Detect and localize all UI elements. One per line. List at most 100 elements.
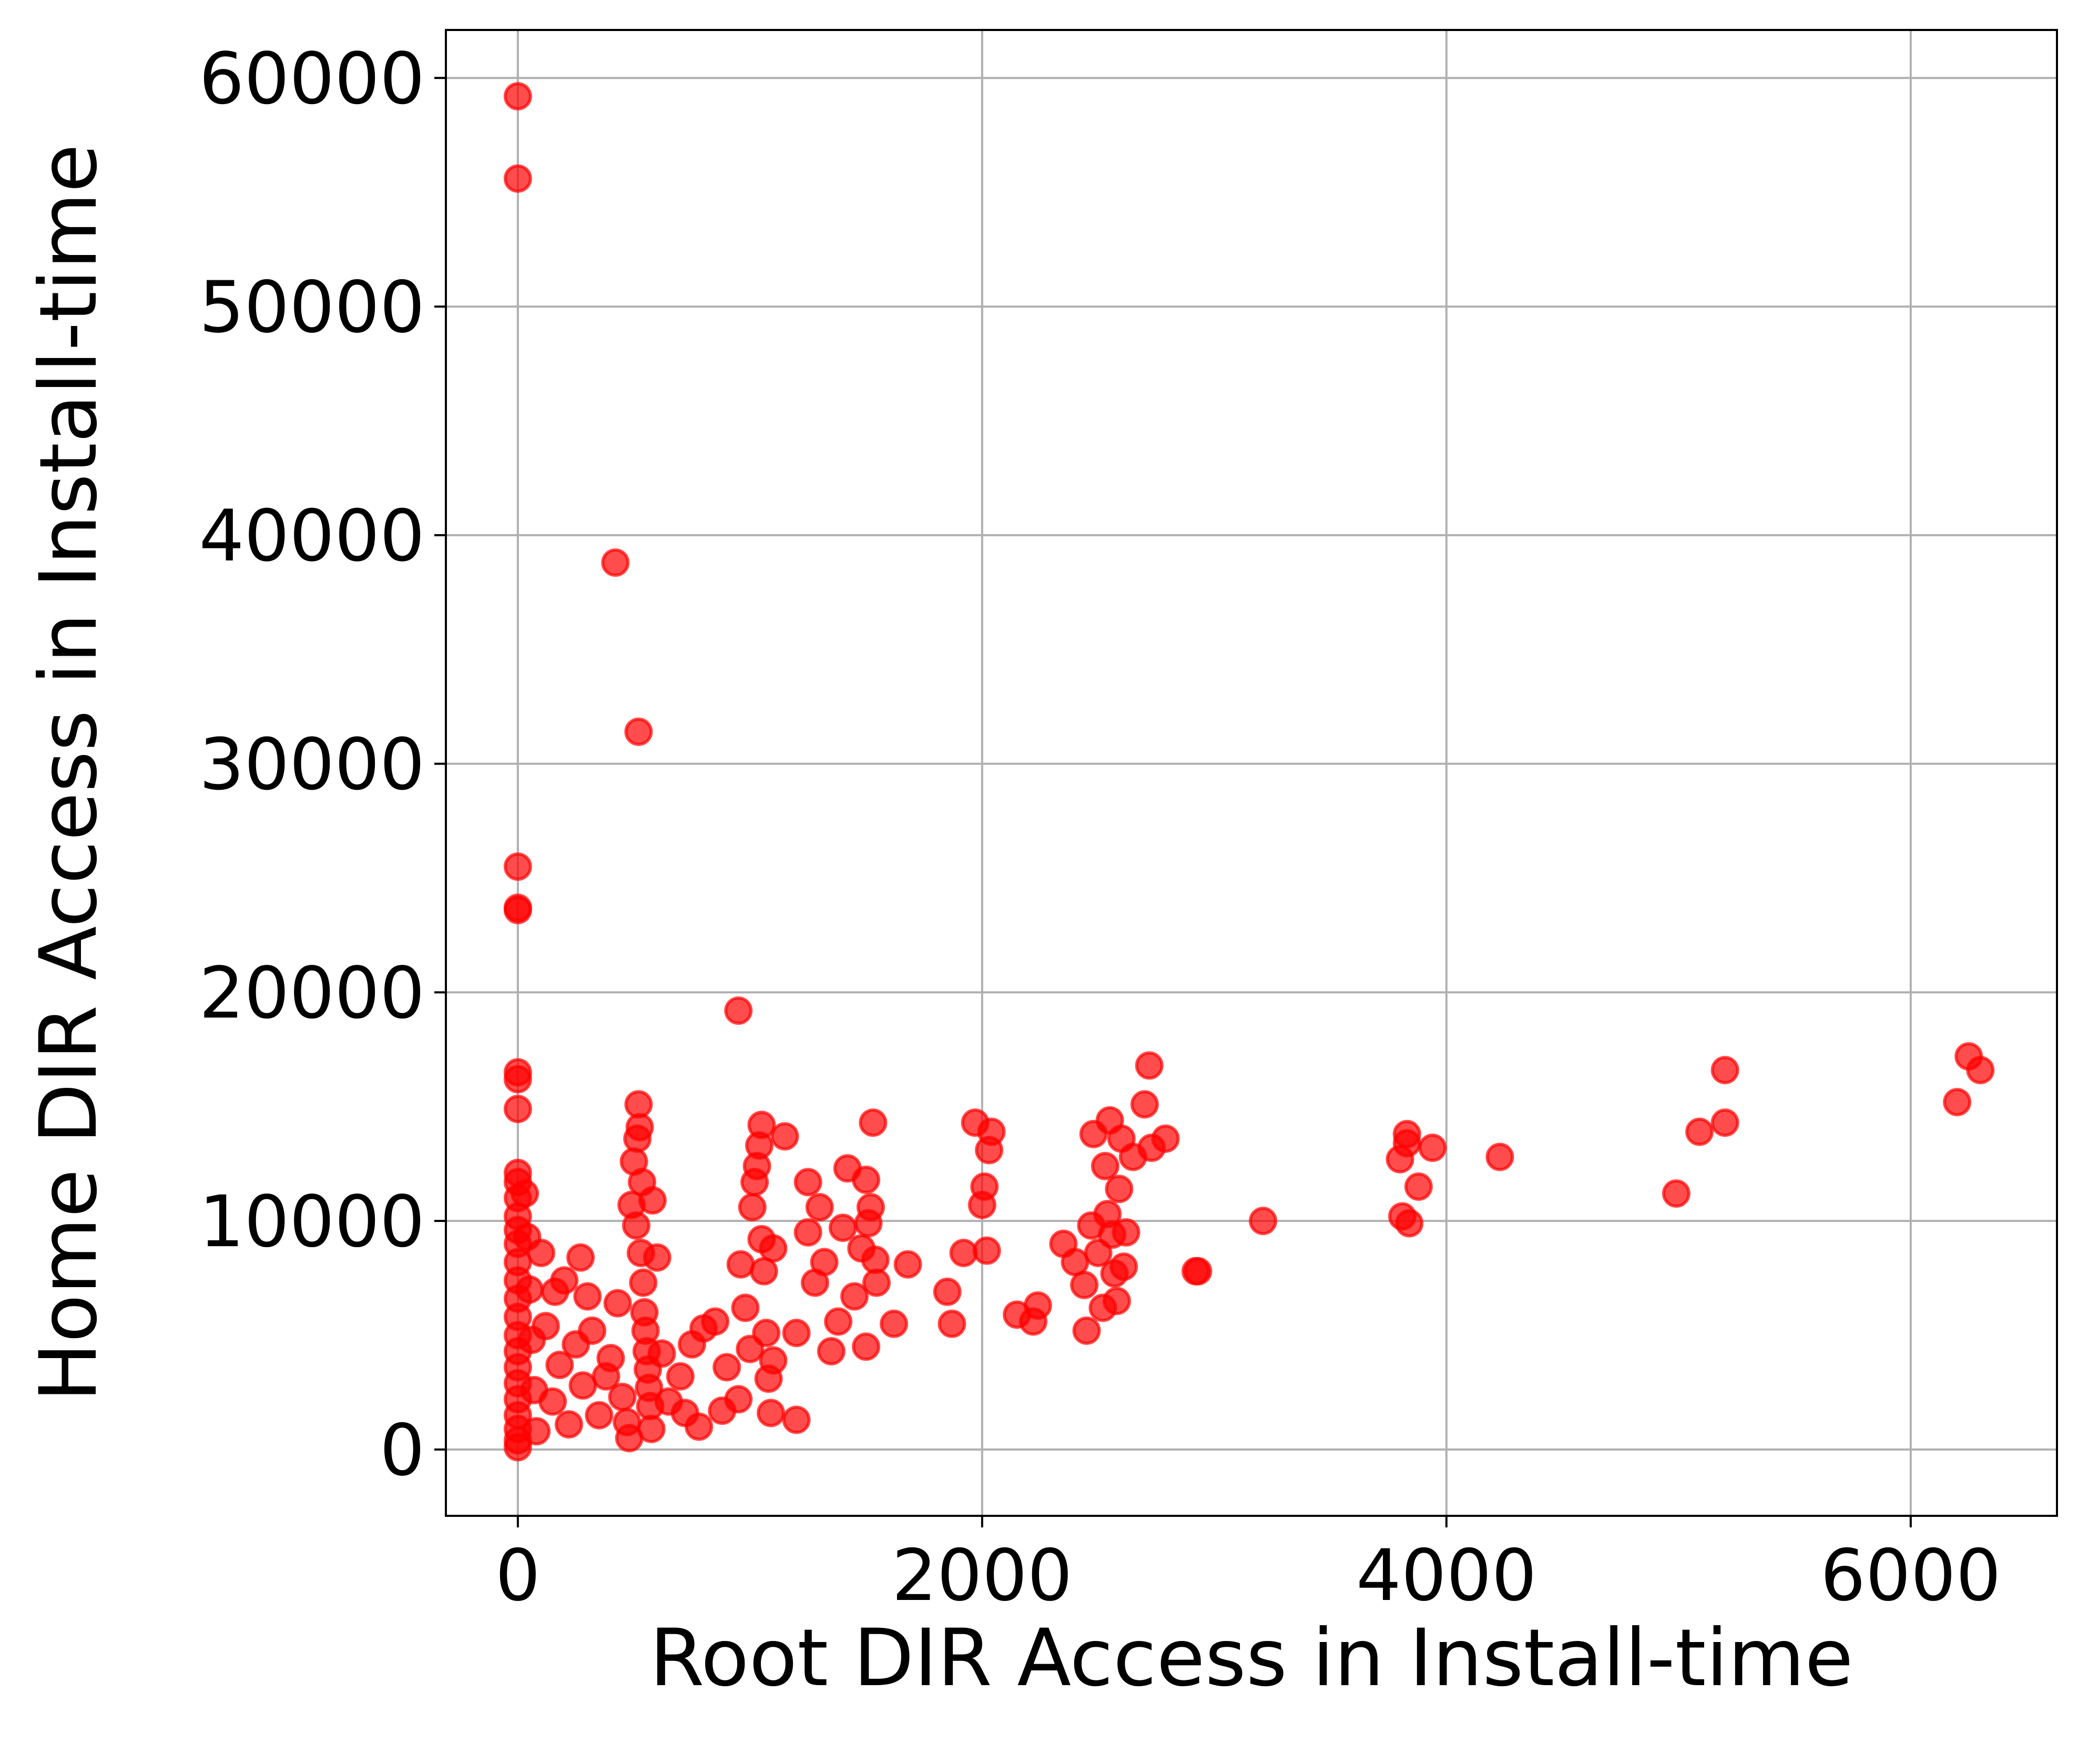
scatter-point xyxy=(726,1250,755,1279)
scatter-point xyxy=(1966,1056,1995,1085)
scatter-point xyxy=(793,1218,822,1247)
scatter-point xyxy=(608,1382,637,1411)
scatter-point xyxy=(638,1186,667,1215)
x-tick-label: 4000 xyxy=(1356,1534,1537,1617)
scatter-point xyxy=(1710,1056,1739,1085)
scatter-point xyxy=(782,1405,811,1434)
scatter-point xyxy=(880,1309,909,1338)
y-axis-title: Home DIR Access in Install-time xyxy=(23,144,115,1402)
scatter-point xyxy=(824,1307,853,1336)
scatter-point xyxy=(977,1117,1006,1146)
data-points xyxy=(503,82,1995,1462)
scatter-point xyxy=(1485,1143,1514,1171)
scatter-point xyxy=(1105,1175,1134,1204)
scatter-point xyxy=(685,1412,714,1441)
scatter-point xyxy=(647,1339,676,1368)
scatter-point xyxy=(1392,1119,1421,1148)
scatter-point xyxy=(759,1346,788,1375)
scatter-point xyxy=(862,1268,891,1297)
scatter-point xyxy=(596,1344,625,1373)
scatter-point xyxy=(852,1165,881,1194)
scatter-point xyxy=(1151,1124,1180,1153)
scatter-point xyxy=(629,1268,658,1297)
scatter-point xyxy=(522,1417,551,1446)
scatter-point xyxy=(817,1337,846,1365)
scatter-point xyxy=(503,895,532,924)
x-tick-label: 6000 xyxy=(1820,1534,2001,1617)
scatter-point xyxy=(503,852,532,881)
scatter-point xyxy=(1135,1051,1164,1080)
scatter-point xyxy=(757,1399,786,1427)
scatter-point xyxy=(545,1351,574,1380)
scatter-point xyxy=(810,1248,839,1277)
scatter-point xyxy=(893,1250,922,1279)
scatter-point xyxy=(1109,1252,1138,1281)
scatter-point xyxy=(625,1113,654,1141)
scatter-point xyxy=(1130,1090,1159,1119)
scatter-point xyxy=(503,82,532,111)
scatter-point xyxy=(1418,1134,1447,1163)
scatter-point xyxy=(585,1401,614,1430)
y-tick-label: 40000 xyxy=(199,495,425,577)
plot-frame xyxy=(445,29,2058,1517)
scatter-point xyxy=(805,1193,834,1222)
scatter-point xyxy=(554,1410,583,1439)
scatter-point xyxy=(852,1332,881,1361)
x-tick-label: 0 xyxy=(495,1534,541,1617)
scatter-point xyxy=(550,1266,579,1295)
scatter-point xyxy=(1091,1151,1119,1180)
x-tick-label: 2000 xyxy=(892,1534,1073,1617)
scatter-point xyxy=(578,1316,607,1345)
scatter-point xyxy=(1102,1287,1131,1316)
scatter-point xyxy=(938,1309,966,1338)
x-axis-title: Root DIR Access in Install-time xyxy=(649,1613,1853,1704)
scatter-point xyxy=(747,1110,776,1139)
scatter-point xyxy=(712,1353,741,1382)
scatter-point xyxy=(503,1065,532,1094)
scatter-point xyxy=(724,996,753,1025)
scatter-point xyxy=(752,1319,781,1348)
y-tick-label: 60000 xyxy=(199,37,425,120)
scatter-point xyxy=(859,1108,888,1137)
scatter-point xyxy=(1710,1108,1739,1137)
scatter-point xyxy=(1112,1218,1140,1247)
x-axis-ticks: 0 2000 4000 6000 xyxy=(495,1516,2001,1617)
scatter-point xyxy=(856,1193,885,1222)
scatter-point xyxy=(793,1168,822,1197)
scatter-point xyxy=(731,1293,760,1322)
scatter-point xyxy=(949,1239,978,1268)
scatter-point xyxy=(828,1214,857,1242)
scatter-point xyxy=(1072,1316,1101,1345)
scatter-point xyxy=(701,1307,730,1336)
scatter-point xyxy=(1685,1117,1714,1146)
scatter-point xyxy=(724,1385,753,1414)
y-tick-label: 0 xyxy=(380,1409,425,1492)
scatter-point xyxy=(1184,1257,1213,1286)
scatter-point xyxy=(503,164,532,193)
scatter-point xyxy=(573,1282,602,1311)
scatter-point xyxy=(738,1193,767,1222)
scatter-point xyxy=(515,1275,544,1304)
scatter-point xyxy=(643,1243,671,1272)
scatter-point xyxy=(1943,1088,1972,1117)
scatter-point xyxy=(511,1179,539,1208)
y-tick-label: 30000 xyxy=(199,723,425,806)
scatter-point xyxy=(624,717,653,746)
scatter-point xyxy=(840,1282,869,1311)
scatter-point xyxy=(1070,1270,1099,1299)
scatter-point xyxy=(1395,1209,1424,1238)
scatter-point xyxy=(531,1312,560,1341)
scatter-point xyxy=(770,1122,799,1151)
scatter-point xyxy=(1249,1207,1278,1236)
scatter-point xyxy=(601,548,630,577)
y-axis-ticks: 0 10000 20000 30000 40000 50000 60000 xyxy=(199,37,446,1492)
scatter-point xyxy=(527,1239,556,1268)
y-tick-label: 20000 xyxy=(199,952,425,1034)
scatter-point xyxy=(666,1362,695,1391)
scatter-point xyxy=(566,1243,595,1272)
scatter-point xyxy=(972,1236,1001,1265)
y-tick-label: 50000 xyxy=(199,266,425,349)
